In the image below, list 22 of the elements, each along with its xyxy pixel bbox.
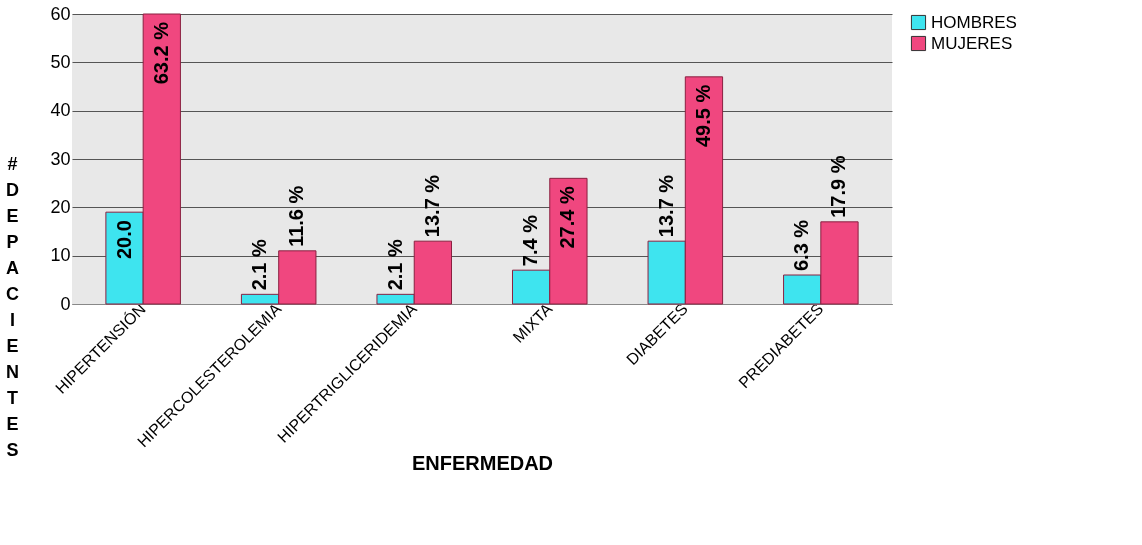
y-tick-label: 10 xyxy=(50,245,71,266)
legend-label: HOMBRES xyxy=(931,12,1017,32)
annotation: 27.4 % xyxy=(556,186,579,249)
annotation: 7.4 % xyxy=(519,214,542,267)
y-tick-label: 50 xyxy=(50,51,71,72)
text: # DE PACIENTES xyxy=(6,153,19,460)
annotation: 49.5 % xyxy=(691,84,714,148)
annotation: 2.1 % xyxy=(248,238,271,291)
annotation: 20.0 xyxy=(112,220,135,260)
annotation: 11.6 % xyxy=(285,185,308,247)
x-axis-title: ENFERMEDAD xyxy=(411,452,554,475)
y-tick-label: 40 xyxy=(50,100,71,121)
y-tick-label: 30 xyxy=(50,148,71,169)
legend-label: MUJERES xyxy=(931,33,1013,53)
annotation: 2.1 % xyxy=(383,238,406,291)
annotation: 17.9 % xyxy=(827,155,850,218)
annotation: 13.7 % xyxy=(420,174,443,238)
annotation: 13.7 % xyxy=(654,174,677,238)
annotation: 6.3 % xyxy=(790,219,813,271)
annotation: 63.2 % xyxy=(149,21,172,85)
y-tick-label: 60 xyxy=(50,3,71,24)
y-tick-label: 20 xyxy=(50,196,71,217)
